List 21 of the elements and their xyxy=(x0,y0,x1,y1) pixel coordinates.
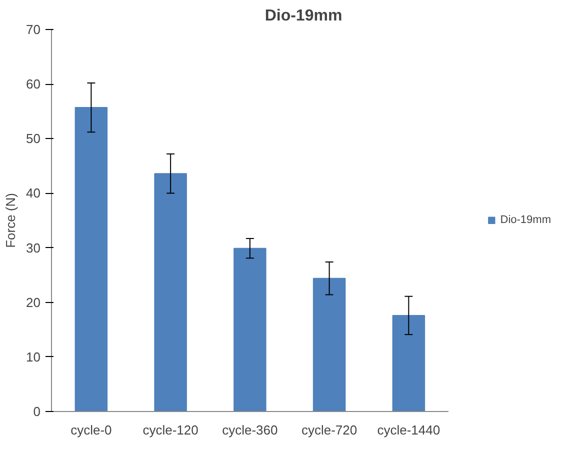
x-tick-label: cycle-120 xyxy=(142,422,198,438)
y-tick-label: 60 xyxy=(26,76,41,92)
y-tick-label: 30 xyxy=(26,240,41,256)
bar xyxy=(312,278,346,412)
y-tick-label: 0 xyxy=(33,404,41,419)
legend-label: Dio-19mm xyxy=(500,214,551,226)
x-tick-label: cycle-1440 xyxy=(377,422,440,438)
bar xyxy=(154,173,187,412)
bar xyxy=(234,248,266,412)
x-tick-label: cycle-360 xyxy=(222,422,278,438)
bar xyxy=(392,314,426,412)
y-tick-label: 40 xyxy=(26,186,41,201)
y-tick-label: 70 xyxy=(26,22,41,37)
y-axis-title: Force (N) xyxy=(3,193,18,248)
y-tick-label: 20 xyxy=(26,294,41,310)
chart-title: Dio-19mm xyxy=(264,8,342,24)
x-tick-label: cycle-0 xyxy=(70,422,112,438)
y-tick-label: 10 xyxy=(26,349,41,364)
x-tick-label: cycle-720 xyxy=(301,422,358,438)
bar xyxy=(74,107,108,412)
y-tick-label: 50 xyxy=(26,131,41,146)
